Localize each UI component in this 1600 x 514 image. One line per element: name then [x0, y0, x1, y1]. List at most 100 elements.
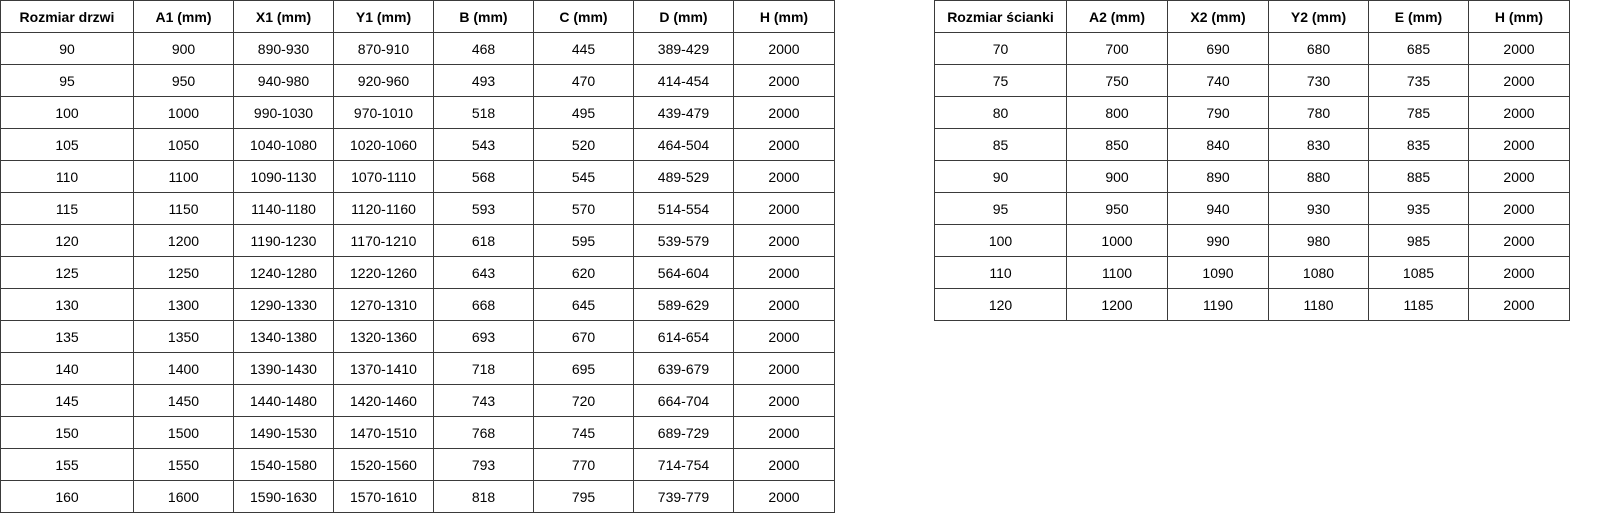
table-cell: 970-1010 — [333, 96, 434, 129]
table-cell: 1290-1330 — [233, 288, 334, 321]
table-row: 110 1100 1090 1080 1085 2000 — [934, 256, 1570, 289]
table-cell: 2000 — [1468, 288, 1570, 321]
table-cell: 793 — [433, 448, 534, 481]
table-cell: 780 — [1268, 96, 1369, 129]
table-cell: 493 — [433, 64, 534, 97]
table-cell: 115 — [0, 192, 134, 225]
table-cell: 1490-1530 — [233, 416, 334, 449]
table-cell: 90 — [0, 32, 134, 65]
table-cell: 935 — [1368, 192, 1469, 225]
table-cell: 714-754 — [633, 448, 734, 481]
table-row: 120 1200 1190-1230 1170-1210 618 595 539-579 20… — [0, 224, 835, 257]
table-cell: 520 — [533, 128, 634, 161]
table-cell: 890-930 — [233, 32, 334, 65]
table-row: 115 1150 1140-1180 1120-1160 593 570 514-554 20… — [0, 192, 835, 225]
table-cell: 95 — [934, 192, 1067, 225]
column-header: B (mm) — [433, 0, 534, 33]
table-cell: 1440-1480 — [233, 384, 334, 417]
table-cell: 614-654 — [633, 320, 734, 353]
column-header: H (mm) — [1468, 0, 1570, 33]
table-row: 100 1000 990 980 985 2000 — [934, 224, 1570, 257]
column-header: A1 (mm) — [133, 0, 234, 33]
table-cell: 70 — [934, 32, 1067, 65]
table-cell: 160 — [0, 480, 134, 513]
table-cell: 75 — [934, 64, 1067, 97]
table-cell: 445 — [533, 32, 634, 65]
table-cell: 2000 — [1468, 160, 1570, 193]
table-cell: 1190-1230 — [233, 224, 334, 257]
table-cell: 1085 — [1368, 256, 1469, 289]
table-cell: 1250 — [133, 256, 234, 289]
table-cell: 639-679 — [633, 352, 734, 385]
table-cell: 95 — [0, 64, 134, 97]
table-cell: 2000 — [1468, 256, 1570, 289]
table-cell: 2000 — [733, 448, 835, 481]
table-cell: 1090 — [1167, 256, 1269, 289]
column-header: A2 (mm) — [1066, 0, 1168, 33]
table-row: 135 1350 1340-1380 1320-1360 693 670 614-654 20… — [0, 320, 835, 353]
table-cell: 489-529 — [633, 160, 734, 193]
table-cell: 620 — [533, 256, 634, 289]
table-row: 80 800 790 780 785 2000 — [934, 96, 1570, 129]
table-cell: 120 — [934, 288, 1067, 321]
table-cell: 2000 — [733, 352, 835, 385]
table-cell: 514-554 — [633, 192, 734, 225]
table-cell: 2000 — [733, 128, 835, 161]
table-cell: 1540-1580 — [233, 448, 334, 481]
table-cell: 668 — [433, 288, 534, 321]
table-cell: 1150 — [133, 192, 234, 225]
column-header: C (mm) — [533, 0, 634, 33]
table-cell: 950 — [1066, 192, 1168, 225]
table-cell: 564-604 — [633, 256, 734, 289]
table-cell: 835 — [1368, 128, 1469, 161]
table-cell: 518 — [433, 96, 534, 129]
table-cell: 990 — [1167, 224, 1269, 257]
table-cell: 1120-1160 — [333, 192, 434, 225]
table-cell: 1600 — [133, 480, 234, 513]
table-cell: 818 — [433, 480, 534, 513]
table-cell: 768 — [433, 416, 534, 449]
table-cell: 495 — [533, 96, 634, 129]
table-cell: 689-729 — [633, 416, 734, 449]
table-cell: 110 — [934, 256, 1067, 289]
table-cell: 135 — [0, 320, 134, 353]
table-cell: 1000 — [1066, 224, 1168, 257]
table-cell: 670 — [533, 320, 634, 353]
table-cell: 693 — [433, 320, 534, 353]
table-cell: 389-429 — [633, 32, 734, 65]
table-cell: 1270-1310 — [333, 288, 434, 321]
table-cell: 2000 — [1468, 32, 1570, 65]
table-cell: 1100 — [133, 160, 234, 193]
table-cell: 1140-1180 — [233, 192, 334, 225]
table-cell: 930 — [1268, 192, 1369, 225]
table-row: 95 950 940-980 920-960 493 470 414-454 2000 — [0, 64, 835, 97]
table-cell: 739-779 — [633, 480, 734, 513]
table-cell: 593 — [433, 192, 534, 225]
table-cell: 1170-1210 — [333, 224, 434, 257]
table-cell: 1190 — [1167, 288, 1269, 321]
table-cell: 685 — [1368, 32, 1469, 65]
table-cell: 1340-1380 — [233, 320, 334, 353]
table-cell: 468 — [433, 32, 534, 65]
table-header-row: Rozmiar ścianki A2 (mm) X2 (mm) Y2 (mm) E (m… — [934, 0, 1570, 33]
table-cell: 743 — [433, 384, 534, 417]
table-cell: 2000 — [733, 384, 835, 417]
table-cell: 720 — [533, 384, 634, 417]
table-cell: 2000 — [733, 32, 835, 65]
table-cell: 2000 — [733, 256, 835, 289]
table-cell: 2000 — [1468, 96, 1570, 129]
table-cell: 105 — [0, 128, 134, 161]
table-cell: 100 — [0, 96, 134, 129]
table-cell: 1400 — [133, 352, 234, 385]
table-cell: 695 — [533, 352, 634, 385]
column-header: X1 (mm) — [233, 0, 334, 33]
table-cell: 1300 — [133, 288, 234, 321]
table-cell: 120 — [0, 224, 134, 257]
table-cell: 155 — [0, 448, 134, 481]
table-cell: 740 — [1167, 64, 1269, 97]
table-cell: 800 — [1066, 96, 1168, 129]
table-cell: 840 — [1167, 128, 1269, 161]
table-cell: 2000 — [1468, 64, 1570, 97]
table-cell: 130 — [0, 288, 134, 321]
table-cell: 1100 — [1066, 256, 1168, 289]
